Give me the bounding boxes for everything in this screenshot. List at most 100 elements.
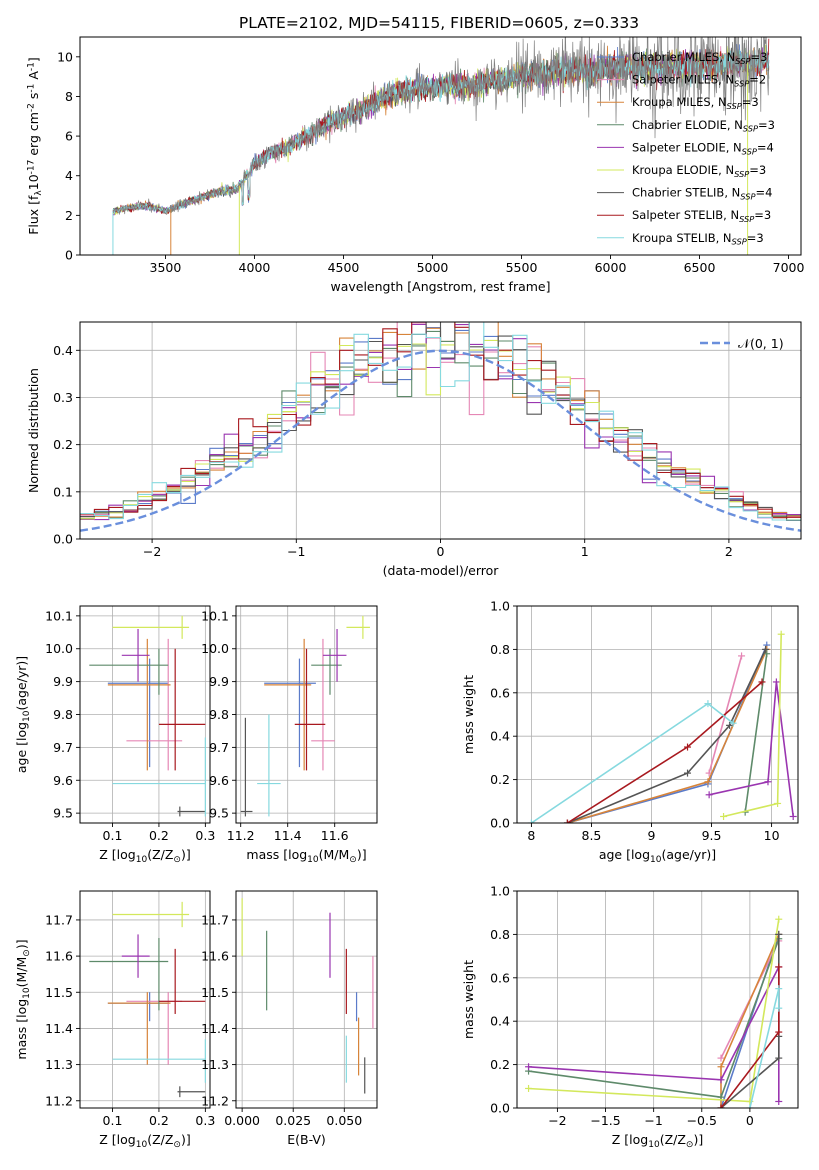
mass_vs_ebv-panel	[236, 891, 377, 1108]
mass_vs_ebv-frame: 0.000 0.025 0.050 11.2 11.3 11.4 11.5 11.6 11.7 E…	[201, 890, 378, 1147]
tick-label-y: 4	[65, 168, 73, 183]
tick-label-y: 0.0	[53, 532, 73, 547]
tick-label-y: 0.0	[490, 816, 510, 831]
legend-label: Kroupa ELODIE, NSSP=3	[632, 163, 766, 179]
weight_vs_Z-plot-area	[525, 915, 783, 1108]
tick-label-x: 0	[437, 544, 445, 559]
label-part: =3	[750, 50, 767, 64]
tick-label-x: 4500	[328, 260, 360, 275]
label-part: (Z/Z	[660, 1132, 686, 1147]
tick-label-y: 0.0	[490, 1101, 510, 1116]
age_vs_mass-plot-area	[240, 615, 370, 817]
label-part: SSP	[727, 101, 742, 111]
tick-label-y: 9.9	[209, 674, 229, 689]
figure-title: PLATE=2102, MJD=54115, FIBERID=0605, z=0…	[239, 14, 639, 32]
axes-frame	[79, 36, 802, 256]
mass_vs_ebv-plot-area	[241, 898, 374, 1094]
tick-label-y: 10.1	[45, 608, 73, 623]
tick-label-y: 11.5	[201, 985, 229, 1000]
label-part: )]	[357, 847, 367, 862]
tick-label-y: 11.2	[201, 1093, 229, 1108]
tick-label-y: 1.0	[490, 599, 510, 614]
tick-label-y: 11.4	[201, 1021, 229, 1036]
histogram-step-line	[80, 322, 801, 519]
tick-label-x: 11.2	[227, 828, 255, 843]
label-part: =3	[758, 118, 775, 132]
label-part: 10	[22, 710, 32, 722]
axis-label-x: wavelength [Angstrom, rest frame]	[330, 279, 550, 294]
label-part: 10	[26, 174, 41, 190]
mass_vs_Z-panel	[80, 891, 210, 1108]
tick-label-x: 5000	[417, 260, 449, 275]
tick-label-y: 11.6	[45, 949, 73, 964]
tick-label-y: 11.2	[45, 1093, 73, 1108]
tick-label-y: 9.8	[53, 707, 73, 722]
weight_vs_Z-frame: −2 −1.5 −1 −0.5 0 0.0 0.2 0.4 0.6 0.8 1.0 Z [log10(…	[461, 884, 799, 1150]
label-part: -17	[26, 160, 36, 175]
label-part: Salpeter ELODIE, N	[632, 140, 742, 154]
legend-label: Kroupa STELIB, NSSP=3	[632, 231, 764, 247]
tick-label-y: 0	[65, 248, 73, 263]
tick-label-x: 0.000	[224, 1113, 260, 1128]
weight-line	[744, 653, 768, 813]
label-part: age [log	[14, 722, 29, 773]
tick-label-y: 0.4	[53, 343, 73, 358]
tick-label-y: 11.7	[45, 912, 73, 927]
tick-label-x: −1	[644, 1113, 662, 1128]
spectrum-plot-area	[112, 37, 770, 255]
label-part: mass [log	[246, 847, 307, 862]
label-part: ⊙	[22, 949, 32, 957]
label-part: mass [log	[14, 999, 29, 1060]
axis-label-x: Z [log10(Z/Z⊙)]	[99, 847, 190, 865]
tick-label-x: 0.025	[275, 1113, 311, 1128]
label-part: )]	[181, 1132, 191, 1147]
label-part: SSP	[743, 124, 758, 134]
tick-label-y: 0.6	[490, 685, 510, 700]
label-part: Normed distribution	[26, 368, 41, 493]
tick-label-y: 0.1	[53, 484, 73, 499]
age_vs_Z-panel	[80, 606, 210, 823]
axis-label-x: age [log10(age/yr)]	[599, 847, 716, 865]
legend-label: Chabrier MILES, NSSP=3	[632, 50, 767, 66]
tick-label-x: 0.2	[149, 1113, 169, 1128]
weight_vs_Z-panel	[517, 890, 798, 1109]
label-part: Flux [f	[26, 195, 41, 235]
weight_vs_age-panel	[517, 605, 798, 824]
label-part: wavelength [Angstrom, rest frame]	[330, 279, 550, 294]
tick-label-x: 0.050	[326, 1113, 362, 1128]
tick-label-y: 11.7	[201, 912, 229, 927]
label-part: ]	[26, 57, 41, 62]
label-part: ⊙	[173, 1140, 181, 1150]
label-part: Chabrier STELIB, N	[632, 186, 740, 200]
tick-label-y: 0.8	[490, 642, 510, 657]
tick-label-y: 0.4	[490, 1014, 510, 1029]
tick-label-x: 7000	[773, 260, 805, 275]
label-part: ⊙	[686, 1140, 694, 1150]
tick-label-y: 8	[65, 89, 73, 104]
label-part: ⊙	[173, 855, 181, 865]
tick-label-y: 9.5	[53, 806, 73, 821]
label-part: Z [log	[99, 1132, 135, 1147]
axis-label-x: mass [log10(M/M⊙)]	[246, 847, 366, 865]
tick-label-y: 9.8	[209, 707, 229, 722]
weight-line	[708, 681, 794, 817]
axis-label-x: E(B-V)	[287, 1132, 326, 1147]
tick-label-x: −0.5	[687, 1113, 717, 1128]
tick-label-x: 0.3	[195, 1113, 215, 1128]
tick-label-y: 10	[57, 49, 73, 64]
label-part: (Z/Z	[147, 847, 173, 862]
label-part: SSP	[739, 214, 754, 224]
label-part: Salpeter STELIB, N	[632, 208, 739, 222]
axis-label-y: Flux [fλ10-17 erg cm-2 s-1 A-1]	[26, 57, 44, 235]
tick-label-y: 10.0	[201, 641, 229, 656]
tick-label-x: 0	[746, 1113, 754, 1128]
label-part: (age/yr)]	[14, 656, 29, 711]
label-part: s	[26, 93, 41, 104]
legend: 𝒩(0, 1)	[700, 336, 784, 351]
spectrum-panel	[112, 37, 770, 255]
label-part: SSP	[740, 191, 755, 201]
weight-line	[567, 649, 767, 823]
residuals-panel	[80, 322, 801, 540]
label-part: (M/M	[319, 847, 350, 862]
